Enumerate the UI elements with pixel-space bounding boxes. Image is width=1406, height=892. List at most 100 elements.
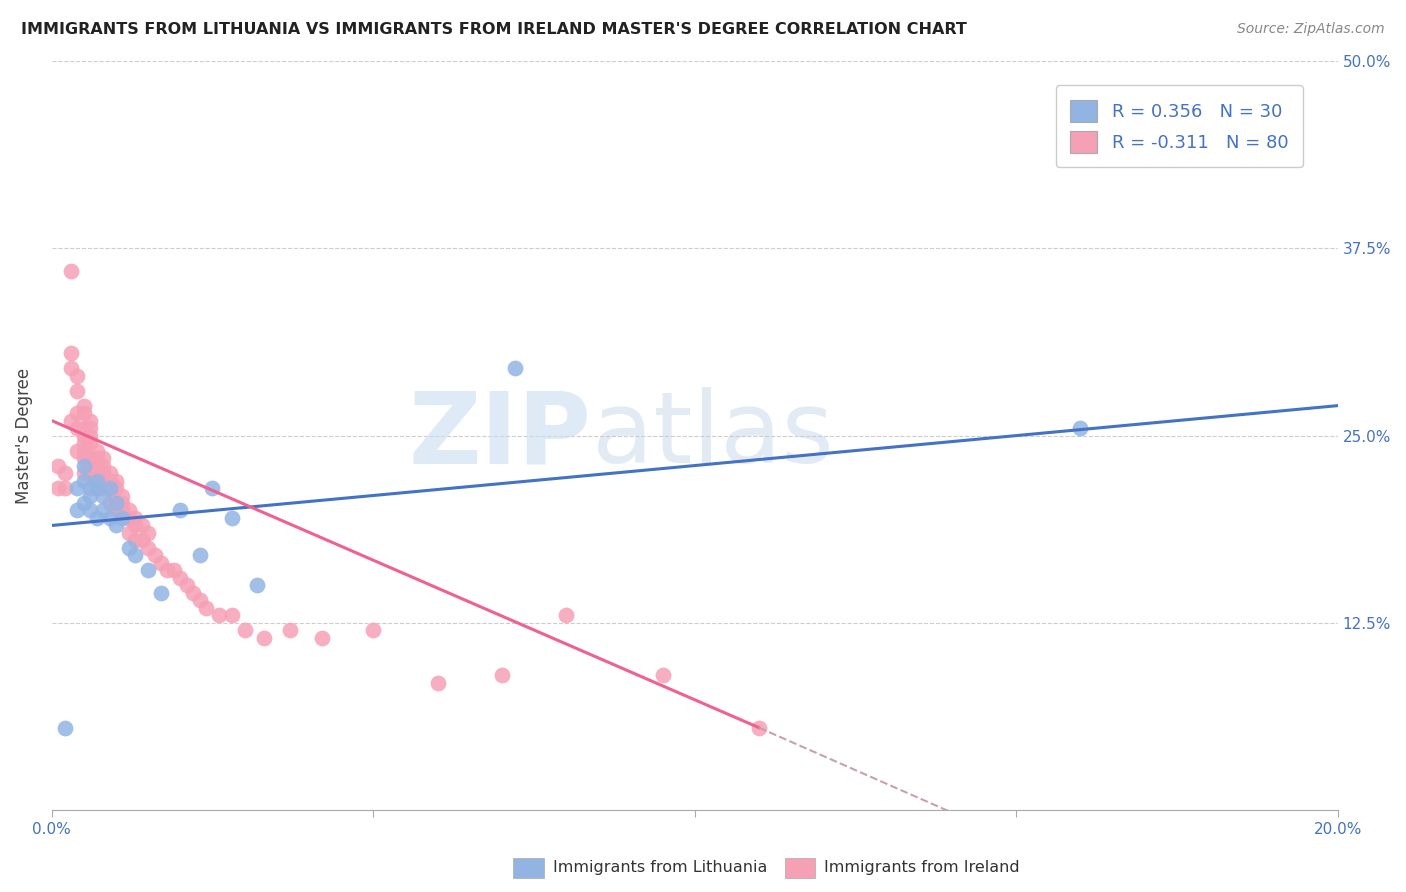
- Point: [91, 489, 114, 503]
- Point: [150, 556, 173, 570]
- Point: [73, 451, 96, 466]
- Point: [105, 496, 128, 510]
- Point: [79, 421, 101, 435]
- Text: atlas: atlas: [592, 387, 834, 484]
- Point: [86, 474, 108, 488]
- Point: [195, 600, 218, 615]
- Point: [176, 578, 198, 592]
- Point: [221, 511, 243, 525]
- Point: [73, 399, 96, 413]
- Point: [118, 541, 141, 555]
- Point: [111, 511, 134, 525]
- Point: [143, 549, 166, 563]
- Y-axis label: Master's Degree: Master's Degree: [15, 368, 32, 504]
- Point: [60, 414, 83, 428]
- Point: [91, 503, 114, 517]
- Point: [46, 458, 69, 473]
- Point: [86, 481, 108, 495]
- Point: [60, 346, 83, 360]
- Point: [98, 496, 121, 510]
- Point: [181, 586, 204, 600]
- Point: [98, 474, 121, 488]
- Point: [136, 563, 159, 577]
- Point: [53, 721, 76, 735]
- Point: [86, 474, 108, 488]
- Point: [79, 481, 101, 495]
- Point: [118, 503, 141, 517]
- Point: [188, 549, 211, 563]
- Point: [79, 428, 101, 442]
- Point: [73, 406, 96, 420]
- Point: [86, 481, 108, 495]
- Point: [246, 578, 269, 592]
- Point: [66, 384, 89, 398]
- Point: [491, 668, 513, 682]
- Point: [86, 511, 108, 525]
- Point: [91, 481, 114, 495]
- Point: [91, 474, 114, 488]
- Point: [60, 264, 83, 278]
- Point: [124, 511, 146, 525]
- Point: [233, 624, 256, 638]
- Point: [66, 368, 89, 383]
- Point: [86, 451, 108, 466]
- Point: [53, 466, 76, 480]
- Point: [105, 503, 128, 517]
- Point: [105, 474, 128, 488]
- Point: [105, 518, 128, 533]
- Legend: R = 0.356   N = 30, R = -0.311   N = 80: R = 0.356 N = 30, R = -0.311 N = 80: [1056, 85, 1303, 167]
- Point: [748, 721, 770, 735]
- Point: [66, 481, 89, 495]
- Point: [73, 436, 96, 450]
- Point: [426, 675, 449, 690]
- Point: [201, 481, 224, 495]
- Point: [163, 563, 186, 577]
- Point: [73, 496, 96, 510]
- Text: ZIP: ZIP: [409, 387, 592, 484]
- Text: Immigrants from Lithuania: Immigrants from Lithuania: [553, 861, 766, 875]
- Point: [91, 466, 114, 480]
- Point: [111, 496, 134, 510]
- Point: [86, 458, 108, 473]
- Point: [73, 458, 96, 473]
- Point: [253, 631, 276, 645]
- Point: [53, 481, 76, 495]
- Point: [221, 608, 243, 623]
- Point: [136, 525, 159, 540]
- Point: [111, 503, 134, 517]
- Point: [150, 586, 173, 600]
- Point: [73, 474, 96, 488]
- Point: [156, 563, 179, 577]
- Point: [136, 541, 159, 555]
- Point: [98, 466, 121, 480]
- Point: [66, 406, 89, 420]
- Point: [66, 443, 89, 458]
- Point: [118, 525, 141, 540]
- Text: Source: ZipAtlas.com: Source: ZipAtlas.com: [1237, 22, 1385, 37]
- Point: [118, 511, 141, 525]
- Point: [79, 414, 101, 428]
- Point: [73, 466, 96, 480]
- Point: [361, 624, 384, 638]
- Point: [79, 436, 101, 450]
- Point: [111, 489, 134, 503]
- Point: [86, 443, 108, 458]
- Point: [105, 496, 128, 510]
- Point: [124, 549, 146, 563]
- Point: [208, 608, 231, 623]
- Point: [311, 631, 333, 645]
- Text: Immigrants from Ireland: Immigrants from Ireland: [824, 861, 1019, 875]
- Point: [1069, 421, 1091, 435]
- Point: [124, 518, 146, 533]
- Point: [131, 518, 153, 533]
- Point: [91, 451, 114, 466]
- Point: [46, 481, 69, 495]
- Text: IMMIGRANTS FROM LITHUANIA VS IMMIGRANTS FROM IRELAND MASTER'S DEGREE CORRELATION: IMMIGRANTS FROM LITHUANIA VS IMMIGRANTS …: [21, 22, 967, 37]
- Point: [73, 428, 96, 442]
- Point: [73, 421, 96, 435]
- Point: [86, 466, 108, 480]
- Point: [555, 608, 578, 623]
- Point: [105, 481, 128, 495]
- Point: [131, 533, 153, 548]
- Point: [66, 421, 89, 435]
